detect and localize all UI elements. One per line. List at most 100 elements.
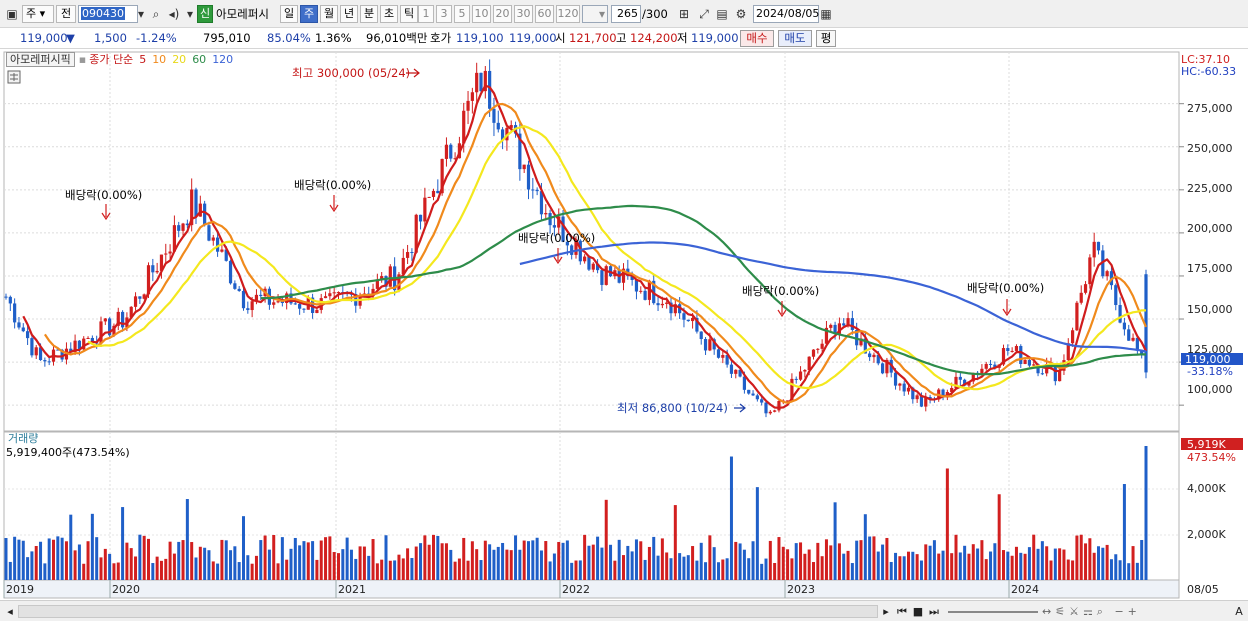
prev-button[interactable]: 전: [56, 5, 76, 23]
font-size-icon[interactable]: A: [1235, 605, 1243, 618]
volume-bar: [682, 556, 686, 580]
candle-body: [1027, 360, 1032, 366]
zoom-slider[interactable]: [948, 611, 1038, 613]
candle-body: [47, 361, 51, 363]
volume-bar: [583, 534, 587, 580]
window-menu-icon[interactable]: ▣: [6, 7, 18, 21]
volume-bar: [907, 551, 910, 580]
candle-body: [483, 70, 487, 92]
draw-tool-icon[interactable]: ⤢: [699, 7, 709, 21]
tab-day[interactable]: 일: [280, 5, 298, 23]
tab-week[interactable]: 주: [300, 5, 318, 23]
candle-body: [168, 251, 172, 254]
tab-second[interactable]: 초: [380, 5, 398, 23]
minute-60[interactable]: 60: [535, 5, 554, 23]
minute-5[interactable]: 5: [454, 5, 470, 23]
volume-bar: [332, 552, 336, 580]
scroll-left-icon[interactable]: ◂: [7, 605, 13, 618]
volume-bar: [911, 551, 915, 580]
gear-icon[interactable]: ⚙: [735, 7, 747, 21]
tab-tick[interactable]: 틱: [400, 5, 418, 23]
candle-type-icon[interactable]: ⊞: [678, 7, 690, 21]
volume-bar: [21, 540, 25, 580]
custom-minute-dropdown-icon[interactable]: ▾: [598, 7, 606, 21]
volume-bar: [872, 536, 876, 580]
volume-bar: [626, 545, 630, 580]
candle-body: [479, 72, 483, 92]
current-price-pct: -33.18%: [1187, 365, 1233, 378]
buy-button[interactable]: 매수: [740, 30, 774, 47]
volume-bar: [250, 563, 254, 580]
minute-10[interactable]: 10: [472, 5, 491, 23]
candle-body: [198, 203, 202, 217]
minute-1[interactable]: 1: [418, 5, 434, 23]
date-input[interactable]: 2024/08/05: [753, 5, 819, 23]
candle-body: [207, 225, 211, 241]
volume-bar: [742, 549, 746, 580]
candle-body: [816, 348, 820, 350]
volume-bar: [457, 558, 461, 580]
save-icon[interactable]: ▤: [716, 7, 728, 21]
last-page-icon[interactable]: ⏭: [929, 605, 939, 618]
x-label-2024: 2024: [1011, 583, 1039, 596]
volume-bar: [971, 544, 975, 580]
candle-body: [470, 92, 474, 101]
stop-icon[interactable]: ■: [912, 605, 924, 618]
tab-month[interactable]: 월: [320, 5, 338, 23]
volume-bar: [311, 541, 315, 580]
legend-stock-name[interactable]: 아모레퍼시픽: [6, 52, 75, 67]
volume-bar: [1075, 535, 1079, 580]
candle-body: [185, 223, 189, 226]
volume-bar: [527, 541, 530, 580]
volume-bar: [112, 563, 116, 580]
candle-body: [500, 129, 505, 141]
candle-body: [492, 108, 496, 123]
candle-body: [893, 372, 898, 386]
volume-bar: [1040, 541, 1044, 580]
minute-120[interactable]: 120: [556, 5, 580, 23]
volume-bar: [1127, 563, 1131, 580]
candle-body: [73, 340, 77, 352]
tab-minute[interactable]: 분: [360, 5, 378, 23]
count-input[interactable]: 265: [611, 5, 641, 23]
volume-bar: [73, 550, 77, 580]
sound-dropdown-icon[interactable]: ▾: [186, 7, 194, 21]
volume-bar: [285, 559, 289, 580]
first-page-icon[interactable]: ⏮: [897, 605, 907, 618]
candle-body: [69, 348, 73, 352]
evaluation-button[interactable]: 평: [816, 30, 836, 47]
period-select[interactable]: 주 ▾: [22, 5, 54, 23]
search-icon[interactable]: ⌕: [152, 7, 160, 21]
candle-body: [1127, 329, 1131, 341]
candle-body: [742, 376, 747, 390]
stock-code-input[interactable]: 090430: [78, 5, 138, 23]
scroll-right-icon[interactable]: ▸: [883, 605, 889, 618]
dividend-arrow-icon-2022: [777, 301, 787, 318]
volume: 795,010: [203, 31, 251, 45]
candle-body: [768, 411, 772, 414]
minute-3[interactable]: 3: [436, 5, 452, 23]
candle-body: [656, 303, 660, 306]
candle-body: [129, 306, 133, 318]
y-tick-125000: 125,000: [1187, 343, 1233, 356]
drawing-tools-icons[interactable]: ↔⚟⚔⚎⌕ −+: [1042, 605, 1141, 618]
horizontal-scrollbar[interactable]: [18, 605, 878, 618]
tab-year[interactable]: 년: [340, 5, 358, 23]
calendar-icon[interactable]: ▦: [820, 7, 832, 21]
candle-body: [544, 213, 548, 215]
sound-icon[interactable]: ◂): [168, 7, 180, 21]
code-dropdown-icon[interactable]: ▾: [137, 7, 145, 21]
candle-body: [328, 293, 332, 297]
candle-body: [1036, 364, 1040, 374]
volume-bar: [820, 556, 824, 580]
minute-30[interactable]: 30: [514, 5, 533, 23]
custom-minute-input[interactable]: [582, 5, 608, 23]
hc-value: HC:-60.33: [1181, 65, 1236, 78]
candle-body: [1083, 284, 1088, 293]
candle-body: [1144, 274, 1148, 373]
minute-20[interactable]: 20: [493, 5, 512, 23]
volume-bar: [647, 546, 651, 580]
volume-bar: [622, 555, 625, 580]
sell-button[interactable]: 매도: [778, 30, 812, 47]
volume-bar: [479, 560, 483, 580]
